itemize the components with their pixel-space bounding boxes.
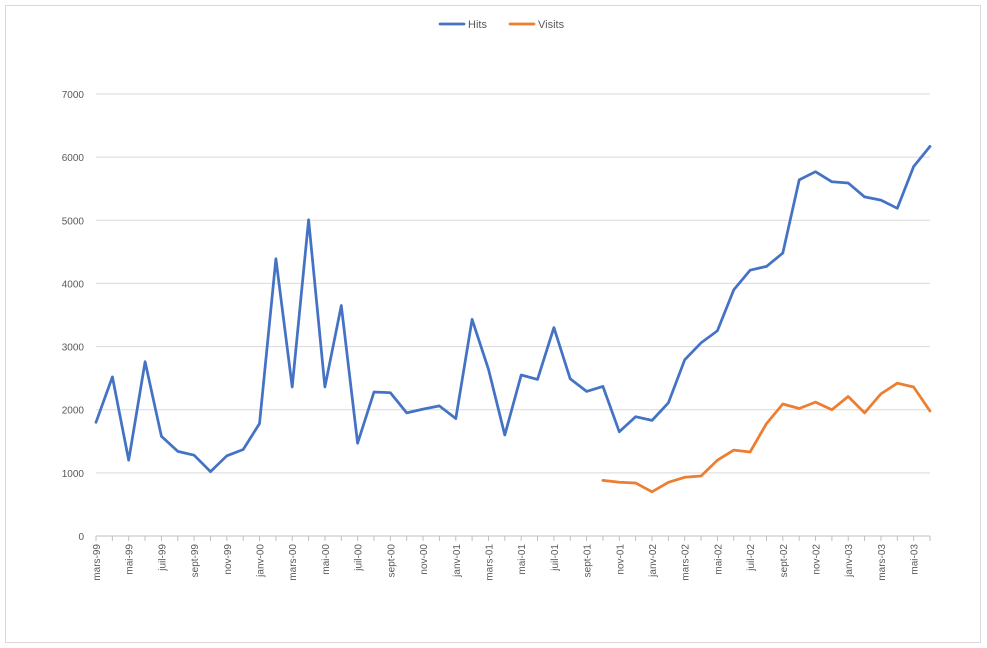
x-tick-label: janv-02: [648, 544, 659, 578]
x-tick-label: mai-99: [125, 544, 136, 575]
x-tick-label: sept-00: [386, 544, 397, 578]
gridlines: [96, 93, 930, 537]
legend-label-hits: Hits: [468, 19, 487, 31]
x-tick-label: juil-02: [746, 544, 757, 572]
y-tick-label: 5000: [62, 216, 85, 227]
x-tick-label: nov-00: [419, 544, 430, 575]
axes: 0 1000 2000 3000 4000 5000 6000 7000 mars-99 mai-…: [62, 90, 931, 581]
x-tick-label: sept-99: [190, 544, 201, 578]
line-chart: 0 1000 2000 3000 4000 5000 6000 7000 mars-99 mai-…: [62, 19, 932, 581]
series-line-visits: [601, 381, 932, 494]
chart-frame: 0 1000 2000 3000 4000 5000 6000 7000 mars-99 mai-…: [5, 5, 981, 643]
x-tick-label: sept-01: [583, 544, 594, 578]
x-tick-label: nov-02: [812, 544, 823, 575]
x-tick-label: mars-99: [92, 544, 103, 581]
x-tick-label: juil-00: [354, 544, 365, 572]
x-tick-label: mai-03: [910, 544, 921, 575]
y-tick-label: 3000: [62, 343, 85, 354]
x-tick-label: mai-01: [517, 544, 528, 575]
x-tick-label: mai-02: [713, 544, 724, 575]
x-tick-label: janv-01: [452, 544, 463, 578]
y-tick-label: 6000: [62, 153, 85, 164]
x-tick-label: juil-99: [157, 544, 168, 572]
x-tick-label: mars-03: [877, 544, 888, 581]
x-tick-label: janv-03: [844, 544, 855, 578]
y-tick-label: 1000: [62, 469, 85, 480]
y-tick-label: 7000: [62, 90, 85, 101]
y-tick-label: 4000: [62, 279, 85, 290]
x-tick-label: mars-00: [288, 544, 299, 581]
x-tick-label: mai-00: [321, 544, 332, 575]
series-line-hits: [94, 145, 932, 473]
x-tick-label: juil-01: [550, 544, 561, 572]
series-lines: [94, 145, 932, 494]
legend-label-visits: Visits: [538, 19, 565, 31]
x-tick-label: mars-01: [484, 544, 495, 581]
y-tick-label: 0: [78, 532, 84, 543]
legend: Hits Visits: [438, 19, 565, 31]
x-tick-label: nov-99: [223, 544, 234, 575]
x-tick-label: sept-02: [779, 544, 790, 578]
x-tick-label: mars-02: [681, 544, 692, 581]
y-tick-label: 2000: [62, 406, 85, 417]
x-tick-label: nov-01: [615, 544, 626, 575]
x-tick-label: janv-00: [256, 544, 267, 578]
